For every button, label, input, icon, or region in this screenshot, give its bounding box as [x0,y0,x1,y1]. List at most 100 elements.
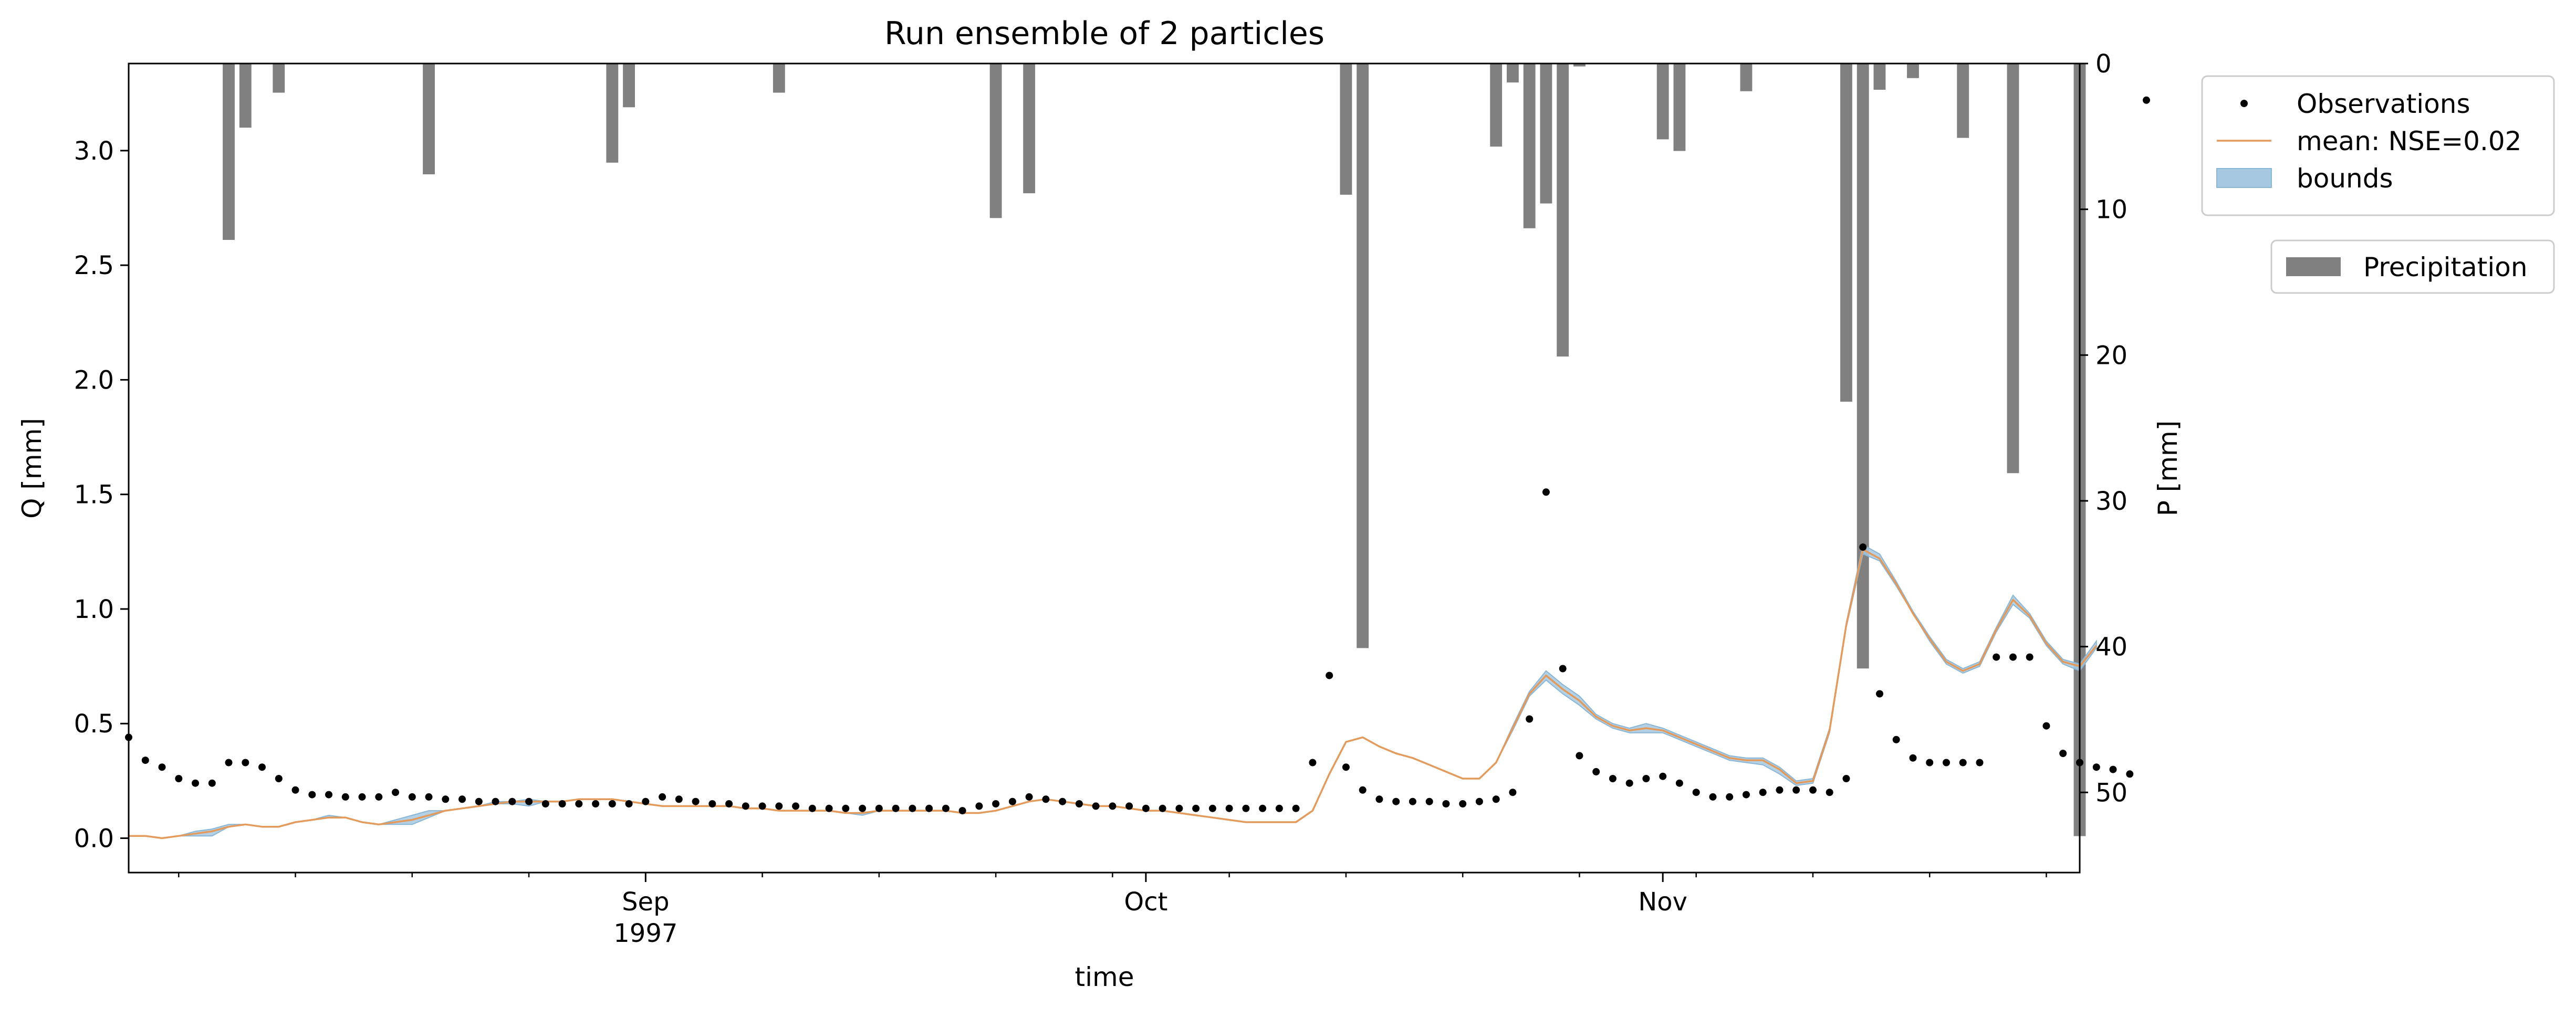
observation-point-55 [1042,795,1050,803]
observation-point-86 [1559,665,1567,673]
observation-point-13 [341,793,349,801]
observation-point-48 [925,804,933,812]
observation-point-111 [1976,759,1984,767]
observation-point-82 [1492,795,1500,803]
observation-point-79 [1442,800,1450,807]
observation-point-104 [1859,543,1867,551]
observation-point-91 [1642,775,1650,782]
observation-point-29 [608,800,616,807]
precipitation-bar-6 [773,64,785,93]
observation-point-20 [458,795,466,803]
observation-point-97 [1743,791,1750,799]
precipitation-bar-23 [1907,64,1919,78]
observation-point-14 [358,793,366,801]
observation-point-70 [1292,804,1300,812]
observation-point-90 [1625,779,1633,787]
x-tick-sublabel-0: 1997 [613,919,677,948]
observation-point-27 [575,800,583,807]
y-tick-label-1: 0.5 [74,709,114,739]
observation-point-113 [2009,653,2017,661]
observation-point-92 [1659,772,1667,780]
observation-point-83 [1509,789,1517,796]
y-axis-label: Q [mm] [17,418,47,519]
precipitation-bar-19 [1740,64,1753,91]
observation-point-12 [325,791,332,799]
observation-point-38 [758,802,766,810]
legend-marker-observations [2240,100,2248,107]
observation-point-50 [958,807,966,815]
observation-point-26 [558,800,566,807]
precipitation-bar-4 [606,64,619,163]
observation-point-80 [1459,800,1467,807]
observation-point-9 [275,775,283,782]
legend-marker-bounds [2216,168,2272,188]
observation-point-108 [1926,759,1934,767]
observation-point-65 [1208,804,1216,812]
precipitation-bar-15 [1557,64,1569,357]
precipitation-bar-0 [223,64,235,240]
observation-point-109 [1943,759,1950,767]
right-y-tick-label-0: 0 [2095,49,2112,79]
observation-point-49 [942,804,950,812]
observation-point-107 [1909,754,1917,762]
chart-title: Run ensemble of 2 particles [884,15,1324,52]
observation-point-69 [1275,804,1283,812]
observation-point-56 [1059,797,1067,805]
observation-point-34 [692,797,700,805]
plot-frame [128,62,2081,874]
observation-point-112 [1993,653,2000,661]
observation-point-103 [1842,775,1850,782]
observation-point-2 [158,763,166,771]
observation-point-5 [208,779,216,787]
observation-point-95 [1709,793,1717,801]
precipitation-bar-7 [989,64,1002,218]
x-tick-label-2: Nov [1638,887,1687,917]
observation-point-106 [1892,736,1900,743]
observation-point-35 [708,800,716,807]
observation-point-53 [1008,797,1016,805]
observation-point-87 [1576,752,1583,760]
observation-point-66 [1225,804,1233,812]
legend-marker-precipitation [2286,257,2341,276]
legend-label-precipitation: Precipitation [2363,252,2528,282]
x-axis-label: time [1075,962,1134,992]
right-y-tick-label-2: 20 [2095,341,2127,370]
legend-label-0: Observations [2297,89,2470,119]
observation-point-51 [975,802,983,810]
observation-point-114 [2026,653,2033,661]
observation-point-57 [1075,800,1083,807]
observation-point-36 [725,800,733,807]
observation-point-47 [909,804,916,812]
precipitation-bar-14 [1540,64,1552,204]
y-tick-label-0: 0.0 [74,824,114,854]
observation-point-6 [225,759,233,767]
right-y-tick-label-4: 40 [2095,633,2127,662]
observation-point-78 [1425,797,1433,805]
precipitation-bar-25 [2007,64,2019,474]
observation-point-19 [442,795,450,803]
legend-box-precipitation [2270,239,2555,294]
observation-point-110 [1959,759,1967,767]
observation-point-100 [1792,786,1800,794]
observation-point-31 [642,797,650,805]
precipitation-bar-10 [1357,64,1369,648]
legend: Observations mean: NSE=0.02 bounds Precipit… [2201,75,2555,294]
observation-point-7 [242,759,249,767]
observation-point-54 [1025,793,1033,801]
observation-point-46 [892,804,900,812]
precipitation-bar-1 [239,64,252,128]
observation-point-42 [825,804,833,812]
observation-point-59 [1109,802,1117,810]
observation-point-52 [992,800,1000,807]
precipitation-bar-3 [423,64,435,175]
observation-point-88 [1592,768,1600,775]
observation-point-33 [675,795,683,803]
observation-point-121 [2143,96,2150,104]
observation-point-16 [392,789,399,796]
observation-point-89 [1609,775,1616,782]
y-tick-label-5: 2.5 [74,251,114,280]
observation-point-60 [1125,802,1133,810]
observation-point-30 [625,800,633,807]
